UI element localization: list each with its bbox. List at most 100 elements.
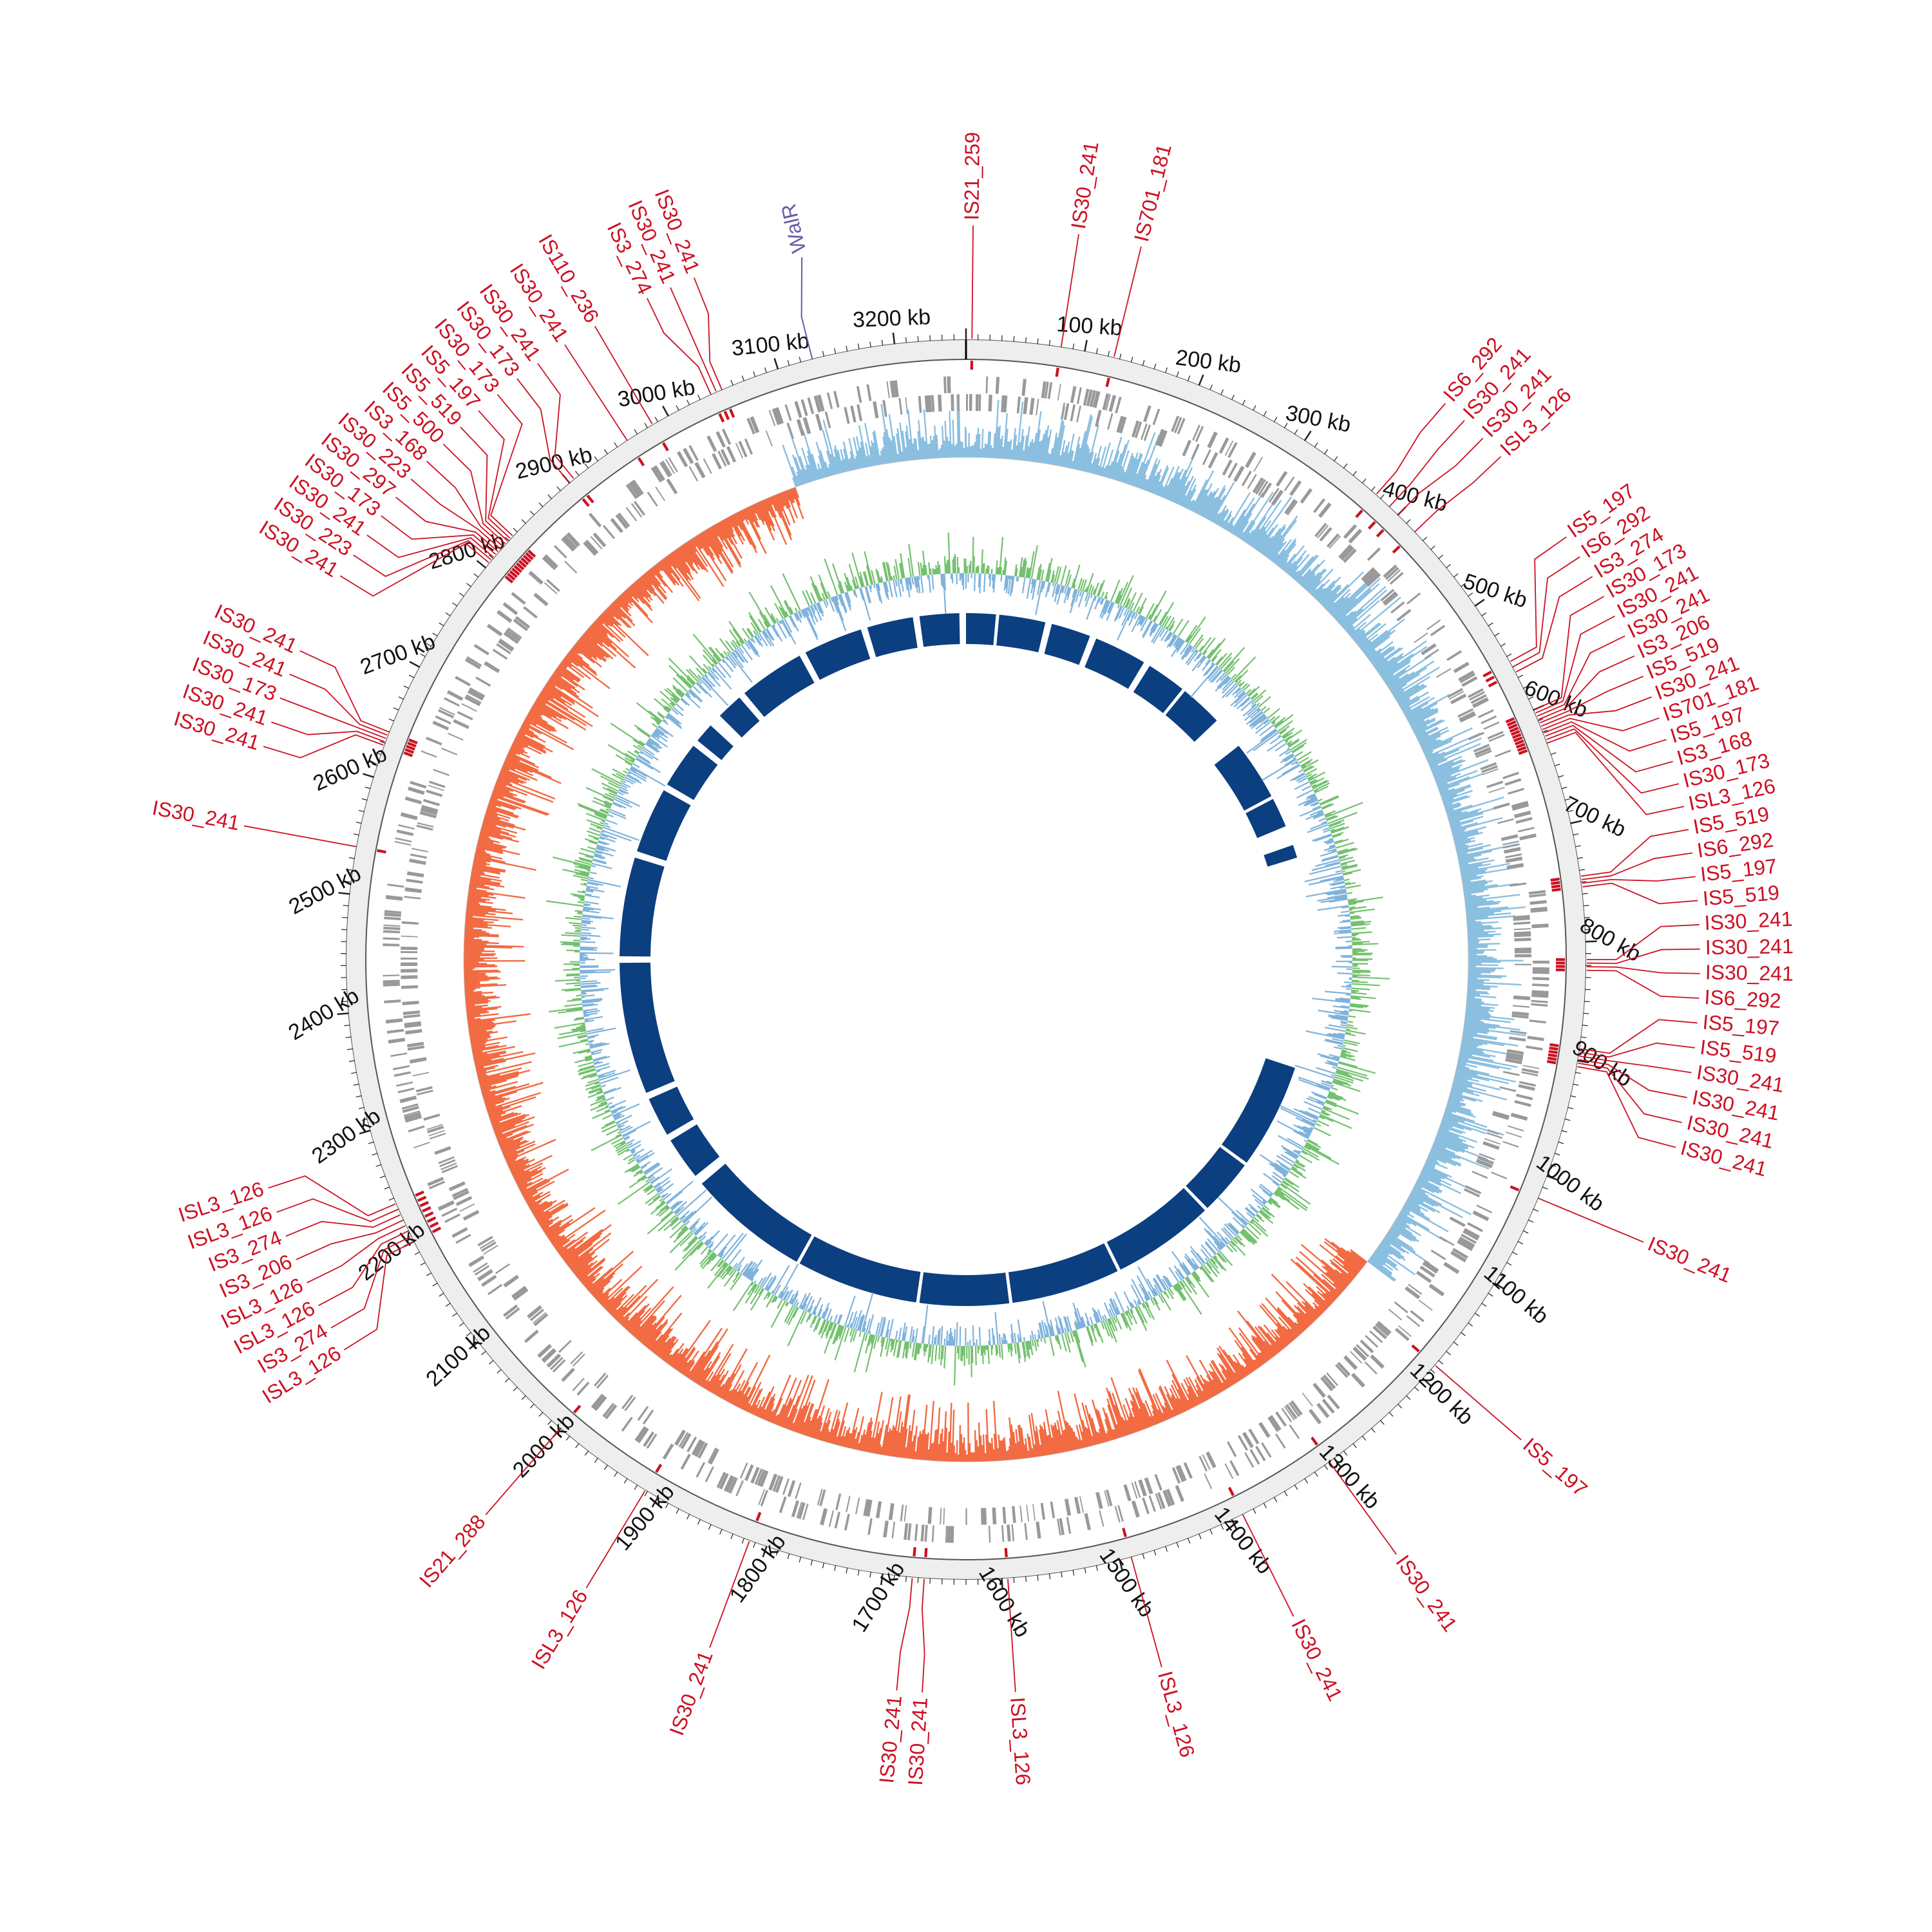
- cds-feature: [1269, 1415, 1282, 1431]
- cds-feature: [1343, 524, 1358, 539]
- minor-tick: [834, 1565, 837, 1571]
- cds-feature: [561, 1367, 575, 1382]
- minor-tick: [489, 554, 494, 560]
- cds-feature: [1106, 1489, 1113, 1507]
- minor-tick: [375, 752, 382, 755]
- cds-feature: [444, 1213, 460, 1223]
- is-element-mark: [1547, 1056, 1557, 1061]
- minor-tick: [1406, 1395, 1411, 1400]
- cds-feature: [796, 1501, 802, 1519]
- cds-feature: [1484, 1138, 1501, 1145]
- cds-feature: [475, 676, 491, 687]
- cds-feature: [384, 910, 402, 914]
- minor-tick: [1209, 384, 1213, 390]
- cds-feature: [807, 397, 815, 415]
- minor-tick: [353, 833, 359, 836]
- cds-feature: [1134, 1481, 1141, 1498]
- minor-tick: [1430, 1368, 1435, 1374]
- cds-feature: [1289, 480, 1302, 497]
- minor-tick: [1001, 335, 1003, 341]
- minor-tick: [753, 371, 756, 377]
- cds-feature: [1364, 1361, 1378, 1375]
- is-leader-line: [1535, 615, 1615, 714]
- cds-feature: [900, 1504, 904, 1522]
- cds-feature: [1389, 572, 1404, 585]
- cds-feature: [537, 1343, 553, 1358]
- cds-feature: [1430, 1249, 1446, 1260]
- minor-tick: [1370, 486, 1376, 491]
- cds-feature: [1510, 1030, 1527, 1034]
- cds-feature: [1044, 381, 1049, 399]
- cds-feature: [553, 545, 567, 559]
- minor-tick: [1481, 612, 1487, 617]
- minor-tick: [1273, 417, 1278, 422]
- minor-tick: [869, 1571, 871, 1578]
- cds-feature: [1267, 1416, 1279, 1432]
- cds-feature: [1363, 569, 1378, 583]
- minor-tick: [379, 1175, 386, 1179]
- cds-feature: [502, 602, 518, 616]
- cds-feature: [1382, 591, 1397, 605]
- cds-feature: [1084, 1513, 1092, 1531]
- cds-feature: [867, 1518, 873, 1535]
- cds-feature: [824, 412, 831, 429]
- is-element-mark: [1509, 726, 1519, 733]
- gc-content-track: [546, 533, 1390, 1386]
- cds-feature: [873, 401, 879, 419]
- is-element-mark: [1105, 377, 1110, 387]
- cds-feature: [1074, 1497, 1081, 1514]
- minor-tick: [1533, 1208, 1539, 1212]
- cds-feature: [1385, 567, 1399, 580]
- cds-feature: [846, 1495, 851, 1513]
- cds-feature: [1284, 498, 1297, 515]
- minor-tick: [665, 1502, 669, 1508]
- cds-feature: [1063, 403, 1070, 421]
- cds-feature: [850, 405, 857, 423]
- is-element-mark: [1548, 1050, 1558, 1054]
- cds-feature: [394, 840, 412, 846]
- cds-feature: [385, 895, 403, 901]
- cds-feature: [772, 408, 781, 426]
- minor-tick: [1198, 1533, 1202, 1539]
- minor-tick: [1072, 1569, 1075, 1576]
- cds-feature: [1061, 402, 1066, 420]
- cds-feature: [1450, 1251, 1467, 1263]
- cds-feature: [1023, 397, 1028, 415]
- is-leader-line: [1415, 456, 1502, 532]
- minor-tick: [1554, 763, 1560, 766]
- cds-feature: [1089, 390, 1097, 408]
- minor-tick: [361, 798, 368, 801]
- minor-tick: [355, 821, 362, 824]
- minor-tick: [1253, 1508, 1256, 1514]
- minor-tick: [1583, 1012, 1589, 1014]
- cds-feature: [1513, 918, 1530, 922]
- is-leader-line: [1539, 1198, 1644, 1243]
- cds-feature: [1287, 500, 1298, 516]
- cds-feature: [1506, 863, 1524, 870]
- cds-feature: [546, 579, 560, 592]
- cds-feature: [1504, 853, 1522, 858]
- cds-feature: [621, 1394, 634, 1410]
- minor-tick: [810, 1559, 813, 1566]
- cds-feature: [592, 532, 607, 547]
- is-leader-line: [318, 1231, 408, 1307]
- minor-tick: [1542, 1186, 1548, 1189]
- cds-feature: [549, 1356, 564, 1370]
- cds-feature: [1408, 1283, 1423, 1295]
- cds-feature: [1501, 834, 1519, 841]
- cds-feature: [428, 784, 444, 791]
- conserved-block: [697, 725, 734, 761]
- cds-feature: [440, 1162, 457, 1170]
- minor-tick: [379, 741, 386, 744]
- cds-feature: [455, 1196, 473, 1206]
- minor-tick: [1153, 1549, 1157, 1556]
- cds-feature: [408, 1125, 425, 1133]
- cds-feature: [1511, 800, 1529, 809]
- major-tick: [469, 1341, 479, 1350]
- is-element-mark: [1510, 730, 1520, 736]
- minor-tick: [1488, 1293, 1493, 1297]
- minor-tick: [1283, 1490, 1288, 1497]
- is-element-mark: [1510, 1185, 1520, 1191]
- is-leader-line: [289, 674, 388, 736]
- cds-feature: [428, 1130, 445, 1137]
